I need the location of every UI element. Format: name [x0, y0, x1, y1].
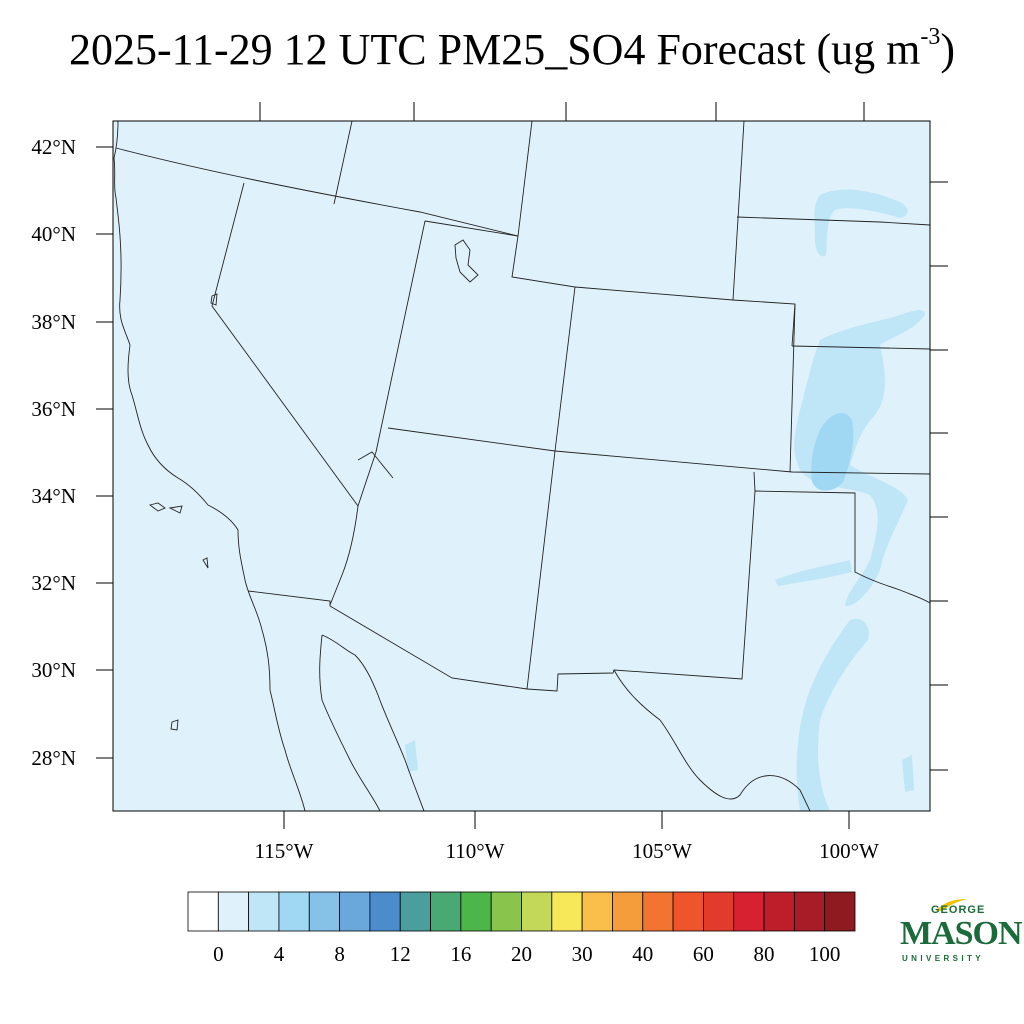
concentration-field — [405, 189, 925, 811]
colorbar-swatch — [187, 891, 219, 932]
border-idaho-wyoming — [333, 121, 353, 205]
map-frame — [112, 120, 931, 812]
logo-line-mason: MASON — [900, 915, 1023, 952]
coastline-gulf — [319, 634, 425, 811]
colorbar-swatch — [521, 891, 553, 932]
colorbar-swatch — [703, 891, 735, 932]
plume-level-2 — [794, 309, 925, 606]
island-2 — [168, 505, 183, 514]
plume-level-3 — [811, 413, 854, 491]
colorbar-label: 20 — [511, 942, 532, 966]
lon-label: 100°W — [819, 839, 879, 863]
colorbar-swatch — [399, 891, 431, 932]
border-ca-nv — [211, 182, 359, 507]
lat-label: 42°N — [31, 135, 76, 159]
lat-label: 36°N — [31, 397, 76, 421]
title-suffix: ) — [940, 25, 956, 74]
border-az-nm — [526, 450, 556, 690]
border-nv-ut — [375, 220, 426, 453]
colorbar-label: 16 — [450, 942, 471, 966]
colorbar-swatch — [460, 891, 492, 932]
colorbar-swatch — [763, 891, 795, 932]
colorbar-swatch — [248, 891, 280, 932]
border-co-nm — [554, 450, 930, 475]
border-wy-co — [574, 286, 796, 347]
colorbar-swatch — [278, 891, 310, 932]
colorbar-swatch — [612, 891, 644, 932]
border-us-mexico — [247, 590, 811, 811]
lon-label: 115°W — [255, 839, 314, 863]
map-title: 2025-11-29 12 UTC PM25_SO4 Forecast (ug … — [0, 24, 1024, 75]
lat-label: 32°N — [31, 571, 76, 595]
colorbar-label: 40 — [632, 942, 653, 966]
colorbar-label: 4 — [274, 942, 285, 966]
lat-label: 34°N — [31, 484, 76, 508]
plume-level-2d — [775, 560, 852, 586]
colorbar-swatch — [824, 891, 856, 932]
colorbar-swatch — [793, 891, 826, 932]
map-background — [113, 121, 930, 811]
colorbar-label: 80 — [754, 942, 775, 966]
lon-label: 110°W — [446, 839, 505, 863]
colorbar-label: 12 — [390, 942, 411, 966]
colorbar-swatch — [642, 891, 674, 932]
coastline-pacific — [113, 121, 306, 811]
plume-level-2f — [405, 740, 418, 772]
border-oregon-42n — [115, 147, 519, 237]
border-wyoming-west — [517, 121, 533, 237]
colorbar-swatch — [490, 891, 522, 932]
border-sd-ne — [736, 216, 930, 226]
logo-line-george: GEORGE — [931, 904, 986, 916]
plume-level-2b — [814, 189, 908, 257]
border-ut-wy — [424, 220, 576, 452]
colorbar-swatch — [339, 891, 371, 932]
colorbar-swatch — [308, 891, 340, 932]
colorbar-label: 30 — [572, 942, 593, 966]
island-4 — [202, 557, 209, 569]
border-ut-az — [387, 427, 556, 452]
tick-marks: 42°N 40°N 38°N 36°N 34°N 32°N 30°N 28°N 115°W 110… — [31, 102, 948, 863]
logo-line-university: UNIVERSITY — [902, 954, 985, 963]
colorbar-swatch — [581, 891, 613, 932]
colorbar-swatch — [733, 891, 765, 932]
colorbar-label: 0 — [213, 942, 224, 966]
border-nm-tx — [526, 471, 756, 692]
colorbar-swatch — [217, 891, 250, 932]
plume-level-2c — [796, 618, 869, 811]
lon-label: 105°W — [632, 839, 692, 863]
border-co-ks — [789, 303, 796, 473]
title-superscript: -3 — [920, 24, 941, 50]
colorbar-swatch — [369, 891, 401, 932]
lat-label: 30°N — [31, 658, 76, 682]
colorbar-swatch — [672, 891, 704, 932]
logo-swoosh-icon — [936, 899, 967, 911]
plume-level-2e — [902, 755, 914, 792]
colorbar-swatch — [551, 891, 583, 932]
colorbar-label: 60 — [693, 942, 714, 966]
boundaries — [113, 121, 930, 811]
lake-mead — [357, 451, 394, 479]
title-text: 2025-11-29 12 UTC PM25_SO4 Forecast (ug … — [68, 25, 921, 74]
border-ne-ks — [791, 345, 930, 350]
gmu-logo: GEORGE MASON UNIVERSITY — [898, 898, 1023, 968]
lat-label: 38°N — [31, 310, 76, 334]
colorbar-label: 8 — [334, 942, 345, 966]
border-wy-ne — [732, 121, 745, 301]
island-3 — [170, 719, 179, 731]
border-tx-ok — [754, 490, 930, 604]
colorbar-label: 100 — [809, 942, 841, 966]
island-1 — [148, 502, 166, 512]
lat-label: 40°N — [31, 222, 76, 246]
lat-label: 28°N — [31, 746, 76, 770]
colorbar-swatch — [430, 891, 462, 932]
border-az-ca — [329, 451, 377, 606]
great-salt-lake — [454, 239, 479, 283]
colorbar: 0 4 8 12 16 20 30 40 60 80 100 — [187, 891, 856, 966]
